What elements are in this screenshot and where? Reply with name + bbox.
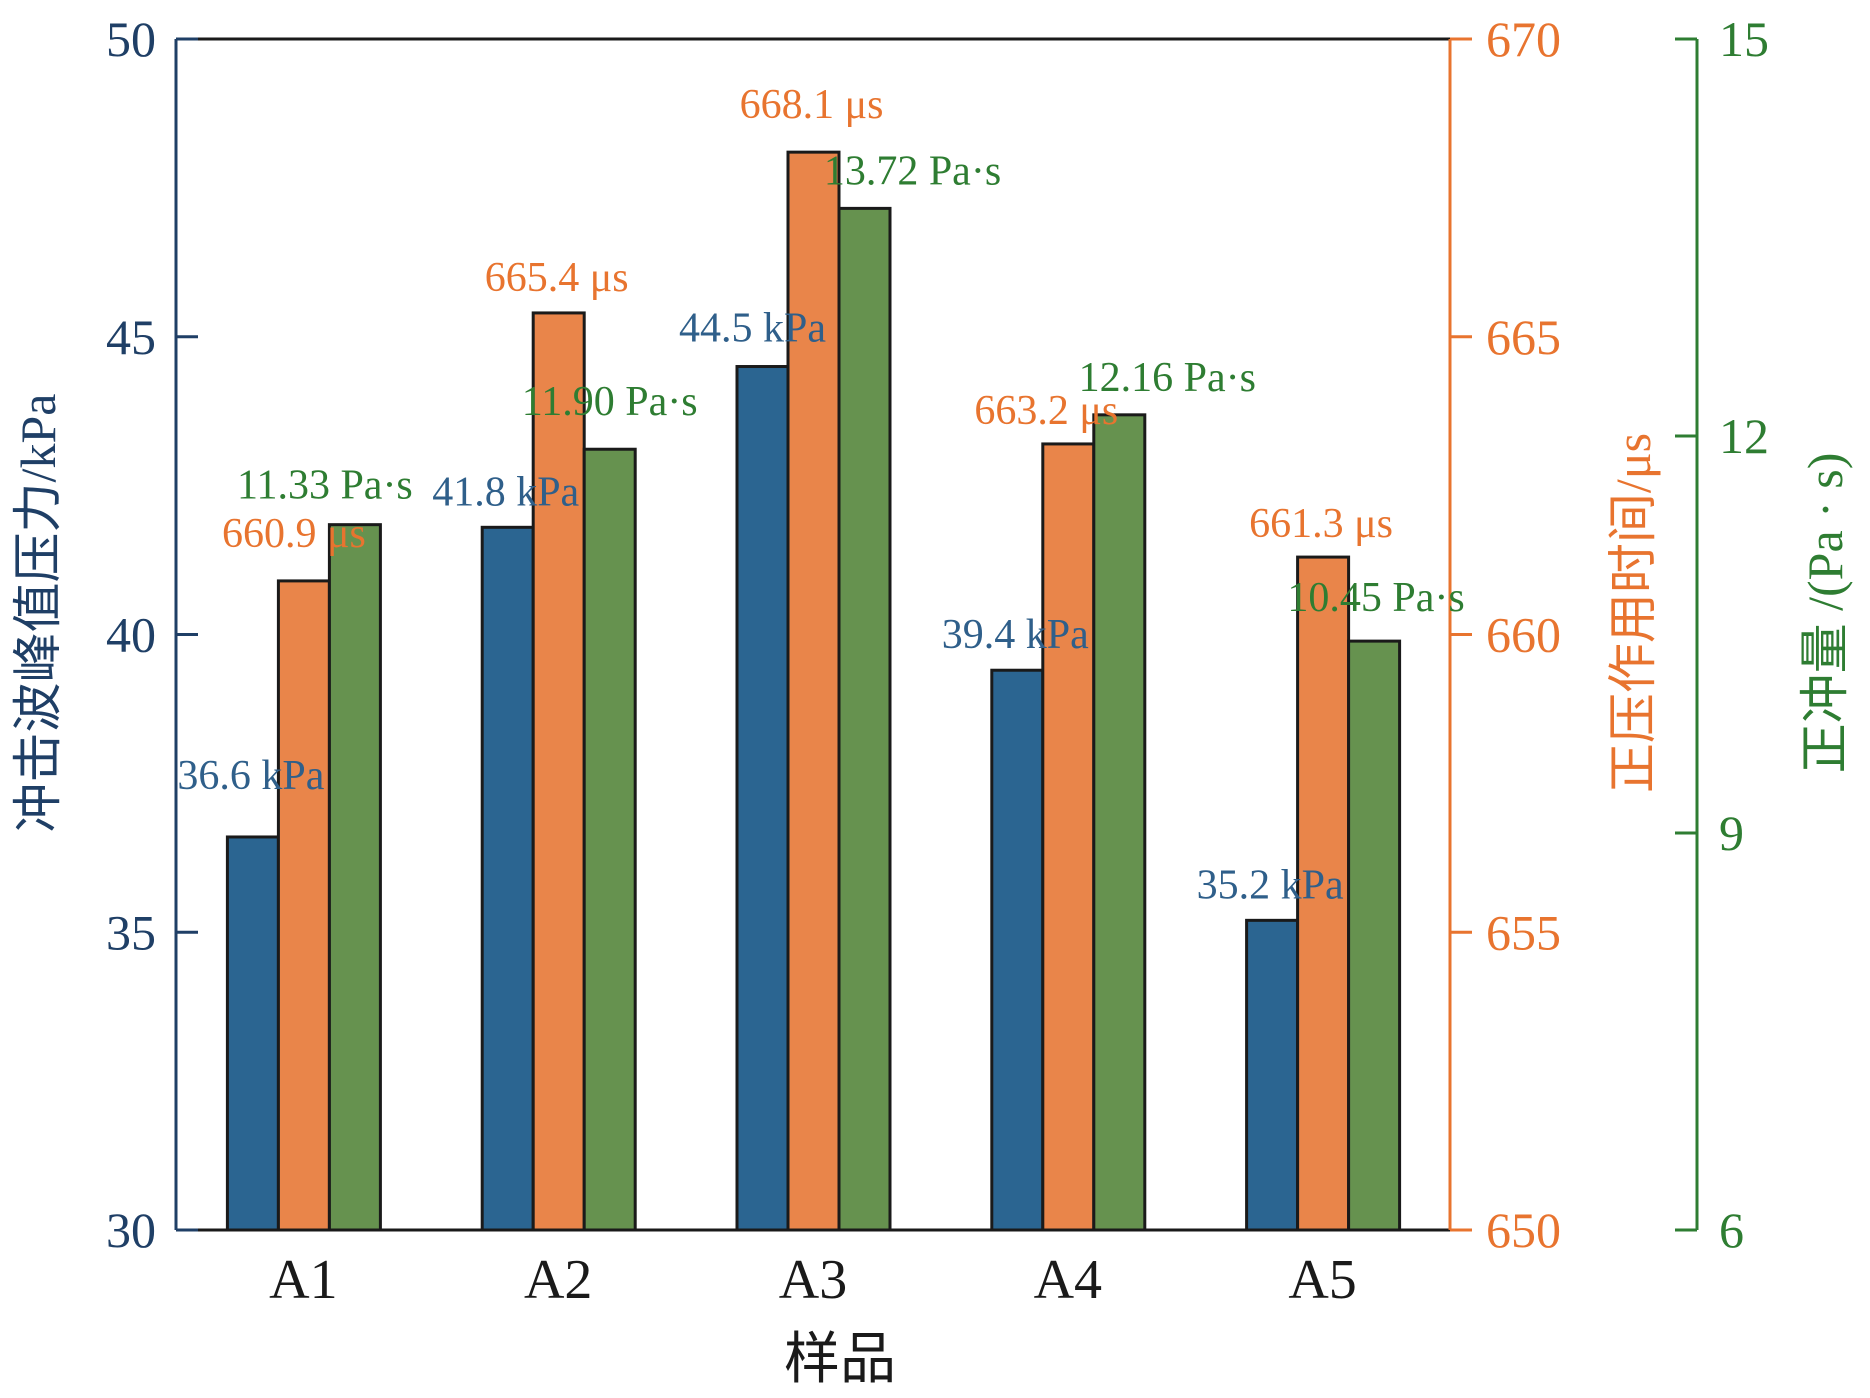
x-tick-label-a3: A3 bbox=[779, 1249, 847, 1311]
bar-duration-a1 bbox=[276, 579, 331, 1232]
x-tick-label-a4: A4 bbox=[1034, 1249, 1102, 1311]
right1-tick-label-655: 655 bbox=[1486, 904, 1561, 960]
right2-tick-label-6: 6 bbox=[1719, 1202, 1744, 1258]
data-label-pressure-a3: 44.5 kPa bbox=[679, 306, 826, 352]
left-tick-label-45: 45 bbox=[106, 309, 156, 365]
bar-impulse-a5 bbox=[1347, 639, 1402, 1232]
right1-tick-label-660: 660 bbox=[1486, 607, 1561, 663]
data-label-impulse-a1: 11.33 Pa·s bbox=[237, 463, 413, 509]
bar-pressure-a3 bbox=[735, 365, 790, 1232]
right-axis-title-impulse: 正冲量 /(Pa · s) bbox=[1797, 453, 1853, 774]
bar-duration-a5 bbox=[1296, 555, 1351, 1232]
bar-impulse-a4 bbox=[1092, 413, 1147, 1232]
data-label-pressure-a5: 35.2 kPa bbox=[1197, 862, 1344, 908]
data-label-duration-a5: 661.3 μs bbox=[1249, 501, 1393, 547]
x-axis-title: 样品 bbox=[784, 1329, 896, 1391]
x-tick-label-a2: A2 bbox=[524, 1249, 592, 1311]
right2-tick-label-9: 9 bbox=[1719, 805, 1744, 861]
x-tick-label-a5: A5 bbox=[1288, 1249, 1356, 1311]
data-label-impulse-a5: 10.45 Pa·s bbox=[1287, 575, 1464, 621]
tick-labels-group: 30 35 40 45 50 650 655 660 665 670 6 9 12 15 A1 A2 A3 A4 A… bbox=[106, 11, 1769, 1311]
data-label-impulse-a2: 11.90 Pa·s bbox=[522, 379, 698, 425]
data-labels-group: 36.6 kPa 41.8 kPa 44.5 kPa 39.4 kPa 35.2 kPa… bbox=[177, 82, 1464, 908]
right-axis-title-duration: 正压作用时间/μs bbox=[1605, 433, 1661, 793]
bar-duration-a4 bbox=[1041, 442, 1096, 1232]
data-label-duration-a4: 663.2 μs bbox=[974, 388, 1118, 434]
data-label-pressure-a1: 36.6 kPa bbox=[177, 753, 324, 799]
bar-pressure-a4 bbox=[990, 668, 1045, 1232]
right2-tick-label-12: 12 bbox=[1719, 408, 1769, 464]
bar-impulse-a2 bbox=[582, 447, 637, 1232]
right1-tick-label-665: 665 bbox=[1486, 309, 1561, 365]
right1-tick-label-670: 670 bbox=[1486, 11, 1561, 67]
data-label-duration-a1: 660.9 μs bbox=[222, 511, 366, 557]
bar-impulse-a3 bbox=[837, 206, 892, 1232]
bars-group bbox=[225, 150, 1402, 1232]
right2-tick-label-15: 15 bbox=[1719, 11, 1769, 67]
right1-tick-label-650: 650 bbox=[1486, 1202, 1561, 1258]
left-tick-label-35: 35 bbox=[106, 904, 156, 960]
axes-frame bbox=[174, 37, 1699, 1232]
data-label-impulse-a4: 12.16 Pa·s bbox=[1079, 355, 1256, 401]
left-tick-label-40: 40 bbox=[106, 607, 156, 663]
bar-pressure-a2 bbox=[480, 525, 535, 1232]
bar-pressure-a5 bbox=[1245, 918, 1300, 1232]
bar-duration-a3 bbox=[786, 150, 841, 1232]
data-label-impulse-a3: 13.72 Pa·s bbox=[824, 148, 1001, 194]
left-tick-label-50: 50 bbox=[106, 11, 156, 67]
data-label-pressure-a2: 41.8 kPa bbox=[432, 469, 579, 515]
data-label-duration-a2: 665.4 μs bbox=[485, 255, 629, 301]
data-label-pressure-a4: 39.4 kPa bbox=[942, 612, 1089, 658]
bar-impulse-a1 bbox=[327, 523, 382, 1232]
bar-pressure-a1 bbox=[225, 835, 280, 1232]
x-tick-label-a1: A1 bbox=[269, 1249, 337, 1311]
left-tick-label-30: 30 bbox=[106, 1202, 156, 1258]
bar-duration-a2 bbox=[531, 311, 586, 1232]
left-axis-title: 冲击波峰值压力/kPa bbox=[10, 394, 66, 833]
data-label-duration-a3: 668.1 μs bbox=[740, 82, 884, 128]
